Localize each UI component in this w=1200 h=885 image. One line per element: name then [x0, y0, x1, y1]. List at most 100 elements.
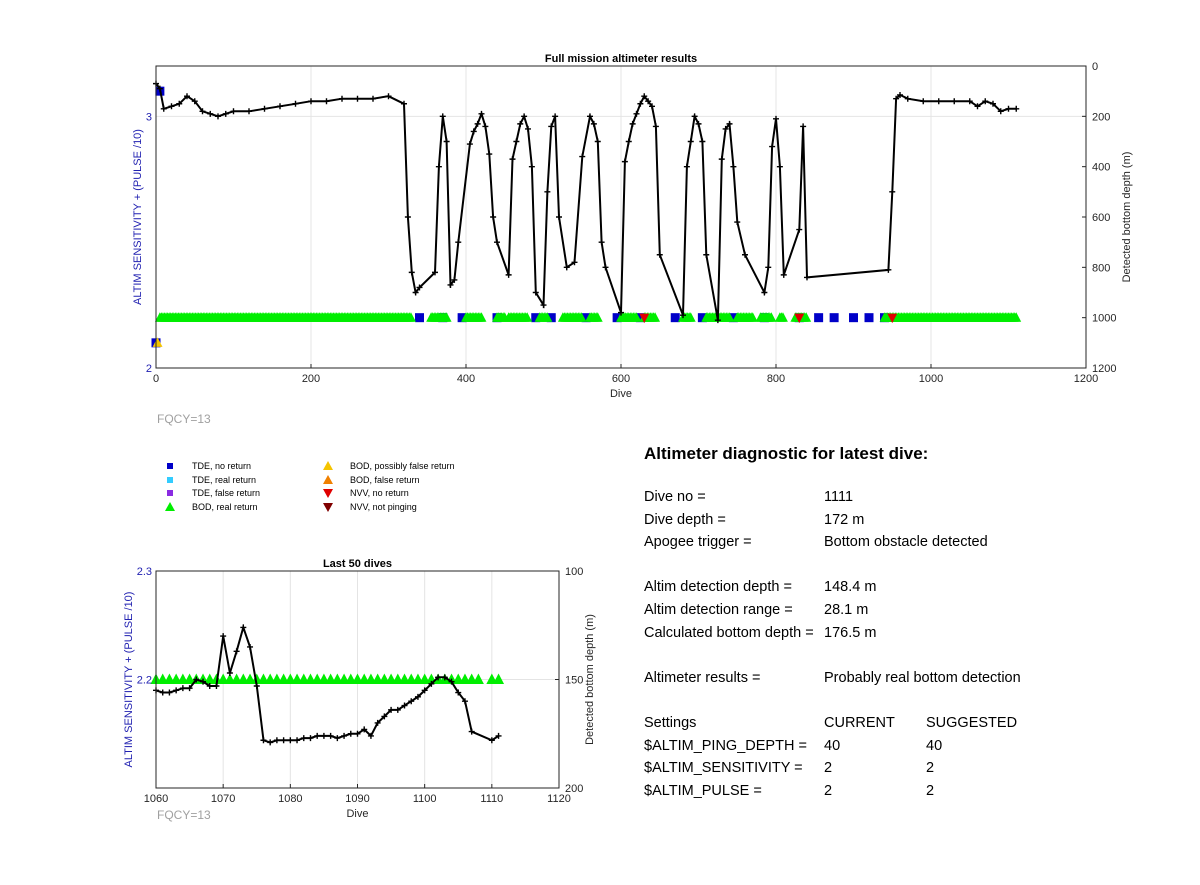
- cyan-square-icon: [164, 474, 178, 486]
- dive-depth-value: 172 m: [824, 511, 865, 528]
- depth-point: [951, 98, 958, 105]
- x-tick-label: 1000: [919, 373, 943, 385]
- depth-point: [416, 284, 423, 291]
- depth-point: [966, 98, 973, 105]
- depth-point: [341, 732, 348, 739]
- depth-point: [800, 123, 807, 130]
- last-50-dives-chart: 1060 1070 1080 1090 1100 1110 1120 2.2 2.3 100 150…: [123, 558, 596, 820]
- depth-point: [435, 163, 442, 170]
- depth-point: [441, 674, 448, 681]
- depth-point: [594, 138, 601, 145]
- depth-point: [173, 687, 180, 694]
- depth-point: [602, 264, 609, 271]
- setting-row-pulse: $ALTIM_PULSE = 2 2: [644, 780, 1164, 803]
- depth-point: [421, 687, 428, 694]
- depth-point: [889, 188, 896, 195]
- data-point: [415, 313, 424, 323]
- data-point: [728, 313, 738, 323]
- x-tick-label: 200: [302, 373, 320, 385]
- depth-point: [308, 98, 314, 105]
- depth-point: [347, 730, 354, 737]
- x-axis-label: Dive: [346, 808, 368, 820]
- depth-point: [448, 678, 455, 685]
- data-point: [670, 313, 680, 323]
- depth-point: [718, 156, 725, 163]
- blue-square-icon: [164, 460, 178, 472]
- depth-point: [314, 732, 321, 739]
- y-left-tick-label: 3: [146, 111, 152, 123]
- depth-point: [220, 633, 227, 640]
- depth-point: [451, 276, 458, 283]
- depth-point: [222, 110, 229, 117]
- red-down-triangle-icon: [322, 487, 336, 499]
- depth-point: [367, 732, 374, 739]
- depth-point: [590, 120, 597, 127]
- depth-point: [168, 103, 175, 110]
- y-right-tick-label: 200: [565, 783, 583, 795]
- setting-suggested: 2: [926, 782, 935, 799]
- chart-title: Last 50 dives: [323, 558, 392, 570]
- data-point: [766, 312, 777, 322]
- depth-point: [435, 674, 442, 681]
- legend-item-nvv-no-return: NVV, no return: [322, 487, 409, 499]
- current-header: CURRENT: [824, 714, 895, 731]
- bottom-fqcy-label: FQCY=13: [157, 808, 211, 822]
- legend-item-tde-no-return: TDE, no return: [164, 460, 251, 472]
- purple-square-icon: [164, 487, 178, 499]
- x-tick-label: 800: [767, 373, 785, 385]
- x-tick-label: 1060: [144, 793, 168, 805]
- data-point: [612, 313, 622, 323]
- depth-point: [240, 624, 247, 631]
- diagnostic-panel: Altimeter diagnostic for latest dive: Di…: [644, 444, 1164, 802]
- depth-point: [726, 120, 733, 127]
- depth-point: [246, 108, 252, 115]
- depth-point: [556, 214, 562, 220]
- depth-point: [186, 685, 193, 692]
- legend-label: TDE, false return: [192, 488, 261, 498]
- dive-depth-row: Dive depth = 172 m: [644, 509, 1164, 532]
- data-point: [406, 312, 416, 322]
- legend-label: TDE, real return: [192, 475, 257, 485]
- suggested-header: SUGGESTED: [926, 714, 1018, 731]
- depth-point: [780, 271, 787, 278]
- depth-point: [695, 120, 702, 127]
- setting-row-ping-depth: $ALTIM_PING_DEPTH = 40 40: [644, 735, 1164, 758]
- depth-point: [215, 113, 221, 120]
- legend-label: NVV, no return: [350, 488, 409, 498]
- setting-current: 40: [824, 737, 841, 754]
- setting-suggested: 40: [926, 737, 943, 754]
- legend-item-bod-possibly-false: BOD, possibly false return: [322, 460, 455, 472]
- legend-item-bod-real-return: BOD, real return: [164, 501, 258, 513]
- data-point: [849, 313, 858, 323]
- depth-point: [765, 264, 772, 271]
- depth-point: [474, 120, 481, 127]
- depth-point: [470, 128, 477, 135]
- legend-label: BOD, real return: [192, 502, 258, 512]
- apogee-label: Apogee trigger =: [644, 534, 752, 551]
- depth-point: [260, 737, 267, 744]
- depth-point: [652, 123, 659, 130]
- depth-point: [294, 737, 301, 744]
- depth-point: [213, 683, 220, 690]
- depth-point: [160, 105, 167, 112]
- depth-point: [432, 269, 438, 276]
- y-right-tick-label: 200: [1092, 111, 1110, 123]
- depth-point: [920, 98, 927, 105]
- x-tick-label: 1200: [1074, 373, 1098, 385]
- depth-point: [206, 683, 213, 690]
- depth-point: [893, 95, 900, 102]
- calculated-bottom-depth-value: 176.5 m: [824, 624, 877, 641]
- depth-point: [207, 110, 214, 117]
- depth-series-line: [155, 624, 500, 744]
- altim-detection-range-label: Altim detection range =: [644, 601, 793, 618]
- depth-point: [408, 698, 415, 705]
- calculated-bottom-depth-row: Calculated bottom depth = 176.5 m: [644, 622, 1164, 645]
- data-point: [794, 313, 805, 324]
- data-point: [814, 313, 824, 323]
- depth-point: [645, 98, 652, 105]
- altim-detection-depth-label: Altim detection depth =: [644, 579, 792, 596]
- depth-point: [796, 226, 803, 233]
- depth-point: [714, 317, 721, 324]
- data-point: [1011, 312, 1022, 322]
- y-right-axis-label: Detected bottom depth (m): [1121, 152, 1133, 283]
